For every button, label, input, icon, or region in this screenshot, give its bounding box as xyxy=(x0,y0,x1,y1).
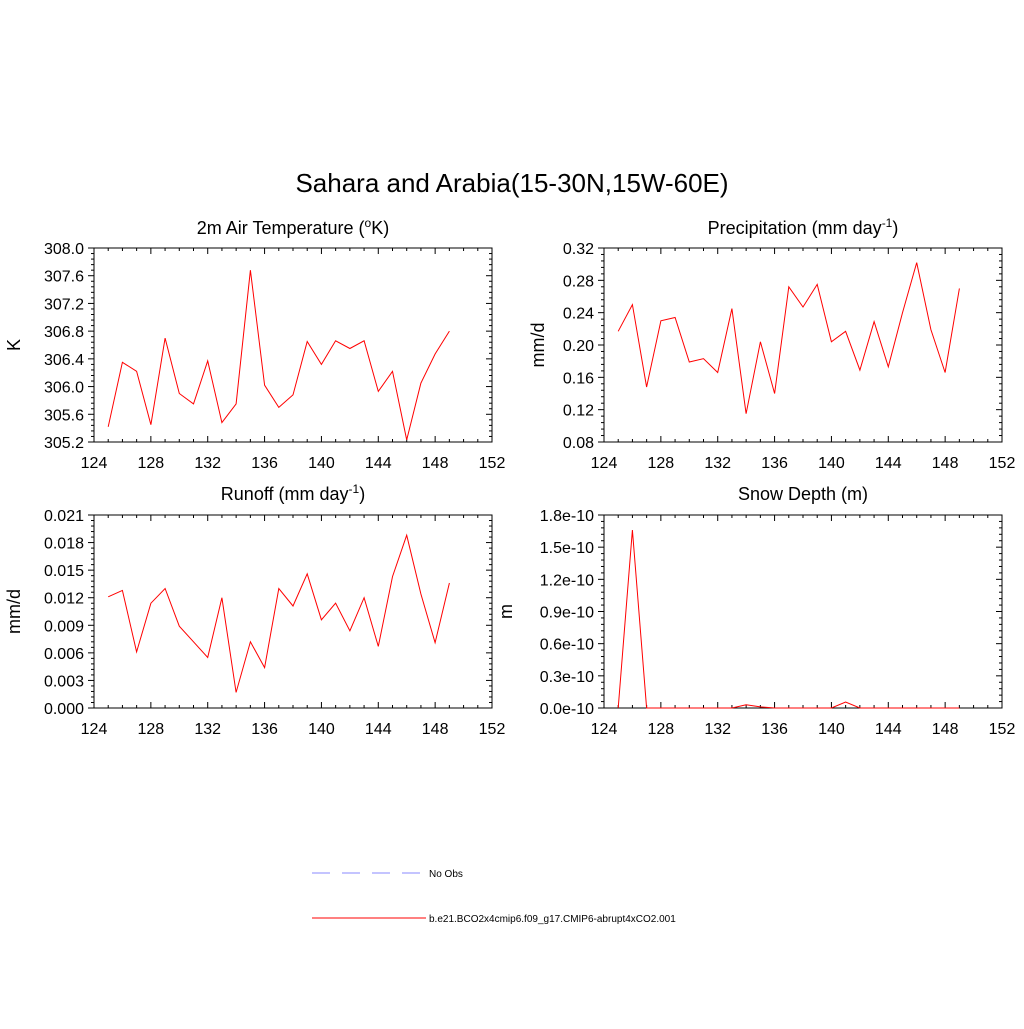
y-tick-label: 1.8e-10 xyxy=(540,508,594,525)
x-tick-label: 136 xyxy=(251,721,278,738)
y-tick-label: 308.0 xyxy=(44,241,84,258)
x-tick-label: 132 xyxy=(194,721,221,738)
panel-title-superscript: -1 xyxy=(349,482,360,496)
x-tick-label: 128 xyxy=(138,455,165,472)
y-tick-label: 307.6 xyxy=(44,269,84,286)
x-tick-label: 132 xyxy=(704,721,731,738)
figure-title: Sahara and Arabia(15-30N,15W-60E) xyxy=(295,168,728,198)
y-tick-label: 0.32 xyxy=(563,241,594,258)
y-tick-label: 305.2 xyxy=(44,435,84,452)
panel-title-main: Precipitation (mm day xyxy=(708,218,882,238)
y-tick-label: 0.3e-10 xyxy=(540,669,594,686)
y-tick-label: 0.20 xyxy=(563,338,594,355)
y-tick-label: 307.2 xyxy=(44,296,84,313)
y-tick-label: 1.5e-10 xyxy=(540,540,594,557)
x-tick-label: 144 xyxy=(875,455,902,472)
y-tick-label: 0.000 xyxy=(44,701,84,718)
x-tick-label: 144 xyxy=(365,455,392,472)
plot-frame xyxy=(603,514,1003,709)
x-tick-label: 140 xyxy=(818,455,845,472)
plot-frame xyxy=(93,247,493,443)
panel-title: Precipitation (mm day-1) xyxy=(708,216,899,238)
y-axis-title: mm/d xyxy=(4,589,24,634)
y-axis-title: K xyxy=(4,339,24,351)
y-tick-label: 0.6e-10 xyxy=(540,637,594,654)
panel-title-superscript: -1 xyxy=(882,216,893,230)
panel-title-end: ) xyxy=(359,484,365,504)
x-tick-label: 124 xyxy=(591,455,618,472)
y-tick-label: 0.24 xyxy=(563,306,594,323)
panel-title: 2m Air Temperature (oK) xyxy=(197,216,389,238)
panel-title-main: Runoff (mm day xyxy=(221,484,349,504)
x-tick-label: 132 xyxy=(194,455,221,472)
x-tick-label: 132 xyxy=(704,455,731,472)
y-tick-label: 0.28 xyxy=(563,273,594,290)
y-tick-label: 0.003 xyxy=(44,673,84,690)
x-tick-label: 124 xyxy=(81,721,108,738)
data-line xyxy=(617,262,960,414)
data-line xyxy=(617,529,960,709)
x-tick-label: 128 xyxy=(648,721,675,738)
x-tick-label: 136 xyxy=(251,455,278,472)
x-tick-label: 136 xyxy=(761,721,788,738)
panel-title-main: Snow Depth (m) xyxy=(738,484,868,504)
x-tick-label: 152 xyxy=(479,721,506,738)
x-tick-label: 144 xyxy=(875,721,902,738)
y-tick-label: 306.0 xyxy=(44,380,84,397)
legend-label-2: b.e21.BCO2x4cmip6.f09_g17.CMIP6-abrupt4x… xyxy=(429,914,676,925)
y-tick-label: 0.08 xyxy=(563,435,594,452)
y-tick-label: 0.16 xyxy=(563,370,594,387)
y-tick-label: 0.9e-10 xyxy=(540,605,594,622)
x-tick-label: 128 xyxy=(138,721,165,738)
plot-frame xyxy=(93,514,493,709)
panel-3: Runoff (mm day-1) mm/d 124 128 132 136 140 144 1… xyxy=(4,482,505,738)
y-axis-title: m xyxy=(496,604,516,619)
legend-label-1: No Obs xyxy=(429,869,463,880)
panel-title: Snow Depth (m) xyxy=(738,484,868,504)
x-tick-label: 140 xyxy=(818,721,845,738)
x-tick-label: 124 xyxy=(81,455,108,472)
y-tick-label: 0.12 xyxy=(563,403,594,420)
y-axis-title: mm/d xyxy=(528,323,548,368)
panel-title-main: 2m Air Temperature ( xyxy=(197,218,365,238)
x-tick-label: 152 xyxy=(479,455,506,472)
x-tick-label: 152 xyxy=(989,721,1016,738)
x-tick-label: 148 xyxy=(422,721,449,738)
y-tick-label: 0.021 xyxy=(44,508,84,525)
data-line xyxy=(107,533,450,693)
y-tick-label: 306.8 xyxy=(44,324,84,341)
x-tick-label: 148 xyxy=(422,455,449,472)
y-tick-label: 0.006 xyxy=(44,646,84,663)
panel-title-end: K) xyxy=(371,218,389,238)
data-line xyxy=(107,270,450,441)
plot-frame xyxy=(603,247,1003,443)
panel-1: 2m Air Temperature (oK) K 124 128 132 136 140 1… xyxy=(4,216,505,472)
x-tick-label: 152 xyxy=(989,455,1016,472)
x-tick-label: 140 xyxy=(308,721,335,738)
y-tick-label: 0.0e-10 xyxy=(540,701,594,718)
y-tick-label: 0.012 xyxy=(44,591,84,608)
y-tick-label: 305.6 xyxy=(44,407,84,424)
x-tick-label: 148 xyxy=(932,721,959,738)
panel-2: Precipitation (mm day-1) mm/d 124 128 132 136… xyxy=(528,216,1015,472)
y-tick-label: 0.009 xyxy=(44,618,84,635)
x-tick-label: 136 xyxy=(761,455,788,472)
y-tick-label: 0.015 xyxy=(44,563,84,580)
panels: 2m Air Temperature (oK) K 124 128 132 136 140 1… xyxy=(4,216,1015,738)
panel-4: Snow Depth (m) m 124 128 132 136 140 144 148 152 0… xyxy=(496,484,1015,738)
y-tick-label: 1.2e-10 xyxy=(540,572,594,589)
x-tick-label: 148 xyxy=(932,455,959,472)
panel-title-end: ) xyxy=(892,218,898,238)
y-tick-label: 306.4 xyxy=(44,352,84,369)
x-tick-label: 144 xyxy=(365,721,392,738)
legend: No Obs b.e21.BCO2x4cmip6.f09_g17.CMIP6-ab… xyxy=(312,869,676,925)
y-tick-label: 0.018 xyxy=(44,536,84,553)
panel-title: Runoff (mm day-1) xyxy=(221,482,365,504)
panel-title-superscript: o xyxy=(365,216,372,230)
x-tick-label: 140 xyxy=(308,455,335,472)
x-tick-label: 124 xyxy=(591,721,618,738)
x-tick-label: 128 xyxy=(648,455,675,472)
